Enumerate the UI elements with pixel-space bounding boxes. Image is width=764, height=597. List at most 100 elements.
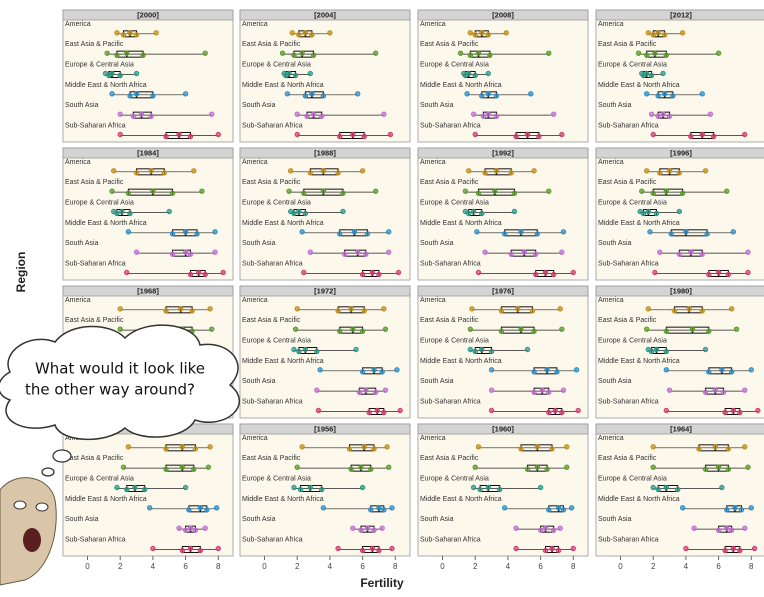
point bbox=[479, 210, 485, 217]
point bbox=[722, 547, 728, 554]
point bbox=[688, 249, 694, 255]
point bbox=[314, 387, 320, 393]
point bbox=[320, 168, 327, 174]
panel-strip bbox=[595, 147, 764, 159]
panel-background bbox=[417, 423, 589, 557]
point bbox=[386, 464, 392, 470]
point bbox=[470, 208, 477, 215]
point bbox=[397, 407, 403, 414]
point bbox=[554, 369, 560, 375]
x-tick-label: 8 bbox=[749, 562, 754, 571]
point bbox=[358, 527, 364, 533]
point bbox=[291, 210, 297, 217]
point bbox=[738, 507, 745, 513]
point bbox=[212, 229, 218, 235]
point bbox=[559, 409, 565, 416]
point bbox=[371, 367, 377, 373]
panels: [2000] America East Asia & Pacific Europe &… bbox=[62, 9, 764, 571]
panel-strip bbox=[417, 9, 589, 21]
point bbox=[487, 52, 493, 58]
point bbox=[110, 168, 117, 174]
point bbox=[209, 111, 215, 117]
panel-title: [2004] bbox=[314, 10, 336, 19]
point bbox=[666, 168, 673, 174]
point bbox=[133, 91, 140, 97]
region-label: Europe & Central Asia bbox=[420, 62, 489, 69]
point bbox=[124, 486, 130, 493]
point bbox=[359, 484, 366, 491]
point bbox=[699, 131, 705, 138]
point bbox=[559, 249, 565, 255]
point bbox=[292, 72, 299, 79]
point bbox=[683, 545, 689, 552]
point bbox=[715, 269, 722, 276]
point bbox=[655, 93, 661, 99]
point bbox=[492, 188, 498, 194]
point bbox=[179, 464, 186, 470]
point bbox=[150, 188, 156, 194]
point bbox=[501, 231, 508, 237]
point bbox=[386, 229, 392, 235]
point bbox=[728, 527, 735, 533]
region-label: Middle East & North Africa bbox=[598, 220, 680, 227]
eye bbox=[35, 502, 49, 512]
region-label: Sub-Saharan Africa bbox=[65, 123, 126, 130]
point bbox=[560, 507, 567, 513]
point bbox=[132, 484, 138, 491]
point bbox=[376, 505, 382, 511]
point bbox=[725, 271, 732, 278]
point bbox=[724, 188, 730, 194]
region-label: East Asia & Pacific bbox=[598, 317, 657, 324]
point bbox=[376, 547, 382, 554]
point bbox=[730, 545, 737, 552]
point bbox=[127, 210, 133, 217]
point bbox=[719, 367, 725, 373]
point bbox=[389, 545, 395, 552]
point bbox=[539, 387, 545, 393]
point bbox=[465, 70, 472, 77]
point bbox=[532, 271, 539, 278]
point bbox=[319, 486, 325, 493]
region-label: Middle East & North Africa bbox=[242, 496, 324, 503]
panel-title: [1984] bbox=[137, 148, 159, 157]
point bbox=[467, 30, 474, 36]
point bbox=[655, 30, 661, 36]
point bbox=[493, 113, 500, 119]
point bbox=[742, 444, 748, 450]
point bbox=[508, 170, 514, 176]
point bbox=[153, 30, 159, 36]
point bbox=[469, 306, 475, 312]
point bbox=[294, 464, 300, 470]
panel-title: [2000] bbox=[137, 10, 159, 19]
point bbox=[114, 210, 120, 217]
point bbox=[294, 306, 300, 312]
point bbox=[742, 525, 748, 531]
point bbox=[381, 507, 387, 513]
bubble-dot bbox=[41, 467, 55, 477]
point bbox=[706, 271, 712, 278]
region-label: South Asia bbox=[65, 240, 99, 247]
x-tick-label: 8 bbox=[571, 562, 576, 571]
point bbox=[488, 387, 495, 393]
point bbox=[546, 188, 552, 194]
point bbox=[299, 50, 305, 56]
point bbox=[550, 111, 557, 117]
point bbox=[485, 70, 491, 77]
region-label: Middle East & North Africa bbox=[65, 82, 147, 89]
point bbox=[291, 484, 297, 491]
point bbox=[207, 444, 213, 450]
point bbox=[195, 269, 202, 276]
region-label: East Asia & Pacific bbox=[420, 317, 479, 324]
point bbox=[524, 466, 531, 472]
panel-title: [2012] bbox=[670, 10, 692, 19]
region-label: South Asia bbox=[598, 378, 632, 385]
point bbox=[142, 486, 148, 493]
point bbox=[532, 251, 539, 257]
bubble bbox=[0, 324, 241, 440]
region-label: America bbox=[242, 159, 268, 166]
region-label: Europe & Central Asia bbox=[65, 476, 134, 483]
point bbox=[676, 170, 683, 176]
point bbox=[197, 505, 204, 511]
point bbox=[467, 52, 474, 58]
point bbox=[287, 168, 294, 174]
